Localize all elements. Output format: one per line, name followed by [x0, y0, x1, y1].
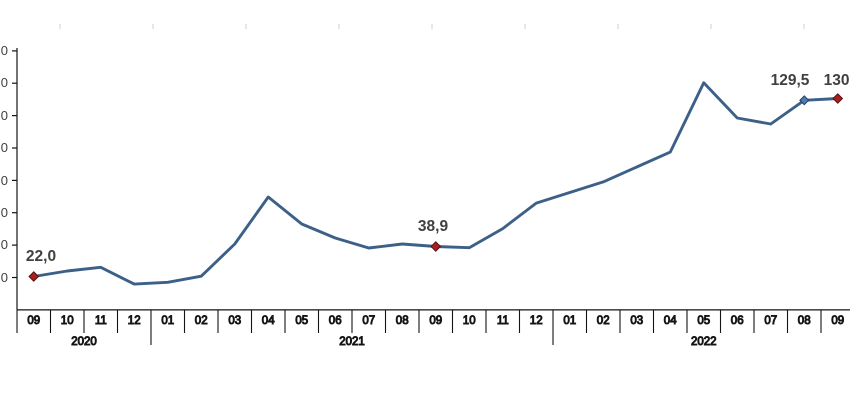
- svg-text:04: 04: [664, 315, 677, 327]
- svg-text:0: 0: [1, 108, 8, 123]
- svg-text:06: 06: [731, 315, 744, 327]
- svg-text:2020: 2020: [71, 336, 97, 348]
- svg-text:12: 12: [530, 315, 543, 327]
- svg-text:09: 09: [831, 315, 844, 327]
- svg-text:02: 02: [597, 315, 610, 327]
- svg-text:03: 03: [228, 315, 241, 327]
- svg-text:08: 08: [396, 315, 409, 327]
- svg-text:05: 05: [697, 315, 710, 327]
- svg-text:02: 02: [195, 315, 208, 327]
- svg-text:2021: 2021: [339, 336, 365, 348]
- svg-text:09: 09: [27, 315, 40, 327]
- svg-text:06: 06: [329, 315, 342, 327]
- svg-text:0: 0: [1, 75, 8, 90]
- svg-text:0: 0: [1, 270, 8, 285]
- svg-text:01: 01: [563, 315, 576, 327]
- svg-text:129,5: 129,5: [771, 72, 810, 89]
- svg-text:0: 0: [1, 205, 8, 220]
- svg-text:22,0: 22,0: [26, 248, 56, 265]
- svg-text:03: 03: [630, 315, 643, 327]
- svg-text:01: 01: [161, 315, 174, 327]
- svg-text:11: 11: [95, 315, 107, 327]
- svg-text:09: 09: [429, 315, 442, 327]
- svg-text:0: 0: [1, 173, 8, 188]
- svg-text:07: 07: [764, 315, 777, 327]
- svg-text:10: 10: [61, 315, 74, 327]
- svg-text:11: 11: [497, 315, 509, 327]
- svg-text:10: 10: [463, 315, 476, 327]
- svg-text:0: 0: [1, 140, 8, 155]
- svg-text:0: 0: [1, 43, 8, 58]
- svg-text:0: 0: [1, 237, 8, 252]
- svg-text:05: 05: [295, 315, 308, 327]
- svg-text:12: 12: [128, 315, 141, 327]
- svg-text:2022: 2022: [691, 336, 717, 348]
- svg-text:08: 08: [798, 315, 811, 327]
- svg-text:38,9: 38,9: [418, 218, 449, 235]
- svg-text:04: 04: [262, 315, 275, 327]
- svg-text:130,7: 130,7: [824, 72, 850, 89]
- svg-text:07: 07: [362, 315, 375, 327]
